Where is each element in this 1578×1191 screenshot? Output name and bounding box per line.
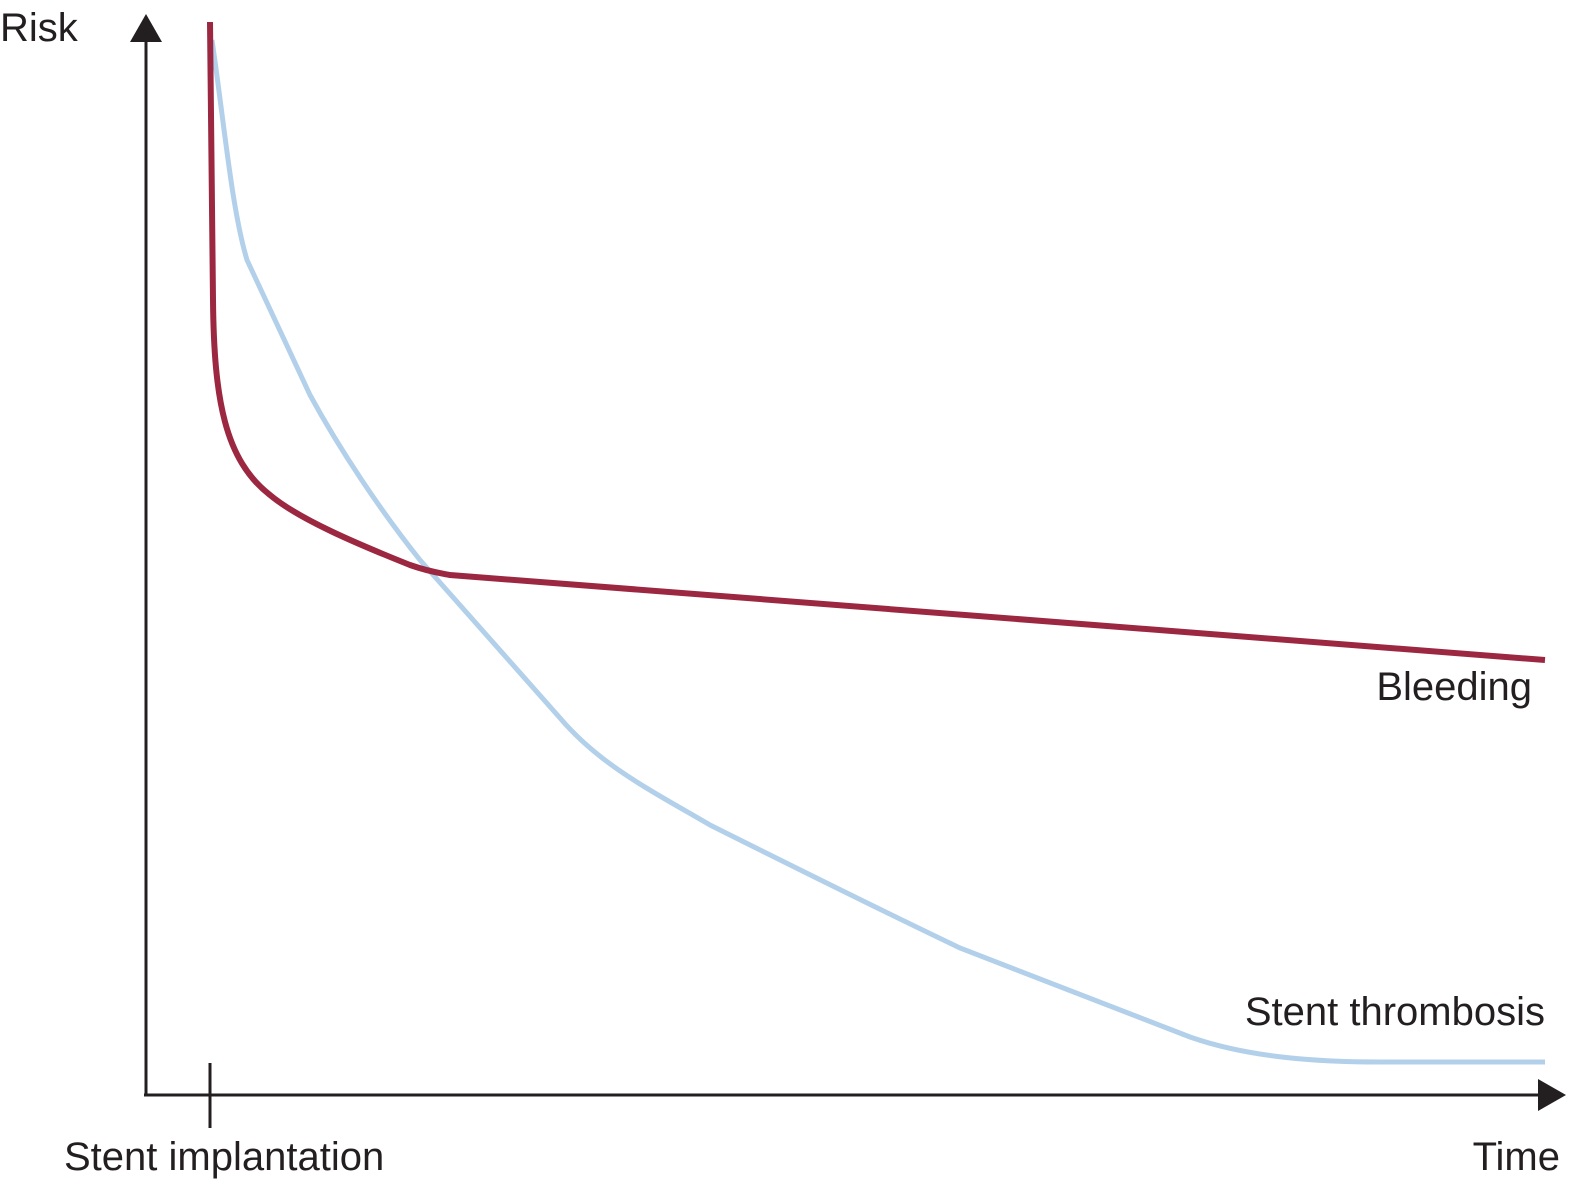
curve-label: Stent thrombosis [1245,990,1545,1034]
x-marker-label: Stent implantation [64,1135,384,1179]
x-axis-label: Time [1473,1135,1560,1179]
curve-label: Bleeding [1376,665,1532,709]
x-axis-arrow [1538,1079,1566,1111]
y-axis-arrow [130,14,162,42]
stent-thrombosis-curve [209,39,1545,1065]
bleeding-curve [207,21,1546,663]
y-axis-label: Risk [0,6,79,50]
